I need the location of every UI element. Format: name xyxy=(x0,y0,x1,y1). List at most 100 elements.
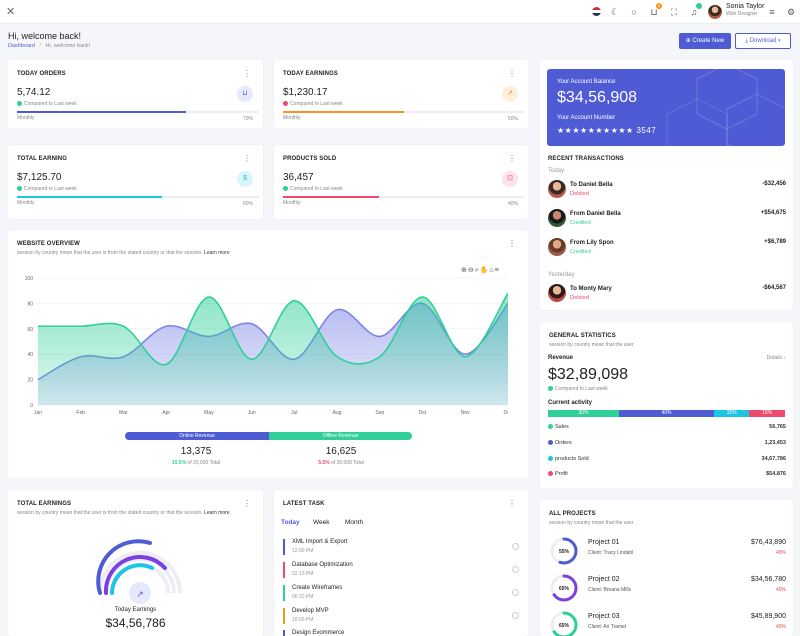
breadcrumb-current: Hi, welcome back! xyxy=(45,43,91,49)
user-avatar[interactable] xyxy=(708,5,722,19)
task-item[interactable]: XML Import & Export 12:00 PM xyxy=(283,538,519,560)
stat-percent: 70% xyxy=(242,116,253,122)
project-name: Project 03 xyxy=(588,613,620,620)
stat-value: $7,125.70 xyxy=(17,172,62,183)
page-title: Hi, welcome back! xyxy=(8,31,82,41)
bell-badge xyxy=(696,3,702,9)
project-pct: 40% xyxy=(775,550,786,556)
x-tick-label: Aug xyxy=(333,410,342,416)
task-checkbox[interactable] xyxy=(512,612,519,619)
overview-subtitle-text: session by country mean that the user is… xyxy=(17,250,203,256)
bullet-icon xyxy=(548,424,553,429)
transaction-row[interactable]: To Monty Mary Debited -$64,567 xyxy=(548,284,786,304)
more-icon[interactable]: ⋮ xyxy=(243,499,251,508)
more-icon[interactable]: ⋮ xyxy=(243,154,251,163)
project-amount: $45,89,900 xyxy=(750,613,786,620)
details-link[interactable]: Details › xyxy=(767,355,785,361)
stat-row-profit: Profit $54,876 xyxy=(548,471,786,481)
project-client: Client: Ari Tramel xyxy=(588,624,627,630)
project-progress-ring: 55% xyxy=(550,537,578,565)
more-icon[interactable]: ⋮ xyxy=(508,69,516,78)
balance-value: $34,56,908 xyxy=(557,89,638,106)
download-button[interactable]: ⤓ Download ▾ xyxy=(735,33,791,49)
fullscreen-icon[interactable]: ⛶ xyxy=(670,7,678,17)
gear-icon[interactable]: ⚙ xyxy=(786,7,796,17)
series-line xyxy=(38,292,508,366)
task-item[interactable]: Create Wireframes 06:20 PM xyxy=(283,584,519,606)
caret-down-icon: ▾ xyxy=(776,38,781,44)
task-name: Develop MVP xyxy=(292,608,329,614)
menu-icon[interactable]: ≡ xyxy=(769,7,775,17)
x-tick-label: Dec xyxy=(504,410,508,416)
offline-revenue-value: 16,625 xyxy=(325,446,357,457)
transaction-name: To Monty Mary xyxy=(570,286,612,292)
stat-row-label: Profit xyxy=(555,471,568,477)
series-area xyxy=(38,293,508,405)
cart-icon[interactable]: ⊔ 3 xyxy=(650,3,662,17)
cart-icon: ⊔ xyxy=(237,86,253,102)
task-color-bar xyxy=(283,539,285,555)
task-time: 02:13 PM xyxy=(292,571,314,577)
learn-more-link[interactable]: Learn more xyxy=(204,250,230,256)
zoom-out-icon[interactable]: ⊖ xyxy=(467,267,475,274)
create-new-button[interactable]: ⊕ Create New xyxy=(679,33,731,49)
revenue-value: $32,89,098 xyxy=(548,366,629,383)
task-item[interactable]: Design Evommerce xyxy=(283,629,519,636)
stat-card-products-sold: PRODUCTS SOLD ⋮ 36,457 Compared to Last … xyxy=(274,145,528,219)
home-icon[interactable]: ⌂ xyxy=(489,267,495,274)
transaction-row[interactable]: To Daniel Bella Debited -$32,456 xyxy=(548,180,786,200)
bullet-icon xyxy=(548,456,553,461)
stat-progress xyxy=(17,196,259,198)
moon-icon[interactable]: ☾ xyxy=(610,7,620,17)
more-icon[interactable]: ⋮ xyxy=(508,499,516,508)
arrow-up-icon xyxy=(17,101,22,106)
more-icon[interactable]: ⋮ xyxy=(508,239,516,248)
transaction-row[interactable]: From Daniel Bella Credited +$54,675 xyxy=(548,209,786,229)
tab-today[interactable]: Today xyxy=(281,519,300,526)
project-row[interactable]: 55% Project 01 Client: Tracy Lindahl $76… xyxy=(548,535,786,567)
transaction-row[interactable]: From Lily Spon Credited +$6,789 xyxy=(548,238,786,258)
transaction-name: From Lily Spon xyxy=(570,240,614,246)
more-icon[interactable]: ⋮ xyxy=(243,69,251,78)
close-icon[interactable]: ✕ xyxy=(6,6,16,18)
task-name: Design Evommerce xyxy=(292,630,345,636)
task-checkbox[interactable] xyxy=(512,566,519,573)
stat-progress xyxy=(17,111,259,113)
search-icon[interactable]: ○ xyxy=(631,7,637,17)
projects-title: ALL PROJECTS xyxy=(549,511,596,517)
project-row[interactable]: 65% Project 02 Client: Breana Mills $34,… xyxy=(548,572,786,604)
more-icon[interactable]: ⋮ xyxy=(508,154,516,163)
tab-month[interactable]: Month xyxy=(345,519,364,526)
activity-segment: 15% xyxy=(713,410,750,417)
tab-week[interactable]: Week xyxy=(313,519,330,526)
breadcrumb-separator: / xyxy=(39,43,41,49)
avatar xyxy=(548,284,566,302)
download-label: Download xyxy=(749,38,777,44)
zoom-in-icon[interactable]: ⊕ xyxy=(461,267,468,274)
stat-compare-text: Compared to Last week xyxy=(24,186,77,192)
task-item[interactable]: Develop MVP 10:00 PM xyxy=(283,607,519,629)
activity-label: Current activity xyxy=(548,400,593,406)
stat-progress-fill xyxy=(17,196,163,198)
user-name[interactable]: Sonia Taylor xyxy=(726,3,765,10)
all-projects-card: ALL PROJECTS session by country mean tha… xyxy=(540,500,793,636)
x-tick-label: Jul xyxy=(291,410,297,416)
task-item[interactable]: Database Optimization 02:13 PM xyxy=(283,561,519,583)
zoom-select-icon[interactable]: ⌕ xyxy=(474,267,480,274)
flag-us-icon[interactable] xyxy=(589,5,603,19)
task-checkbox[interactable] xyxy=(512,589,519,596)
arrow-up-icon xyxy=(17,186,22,191)
task-checkbox[interactable] xyxy=(512,543,519,550)
breadcrumb-dashboard[interactable]: Dashboard xyxy=(8,43,35,49)
top-bar: ✕ ☾ ○ ⊔ 3 ⛶ ♫ ≡ ⚙ Sonia Taylor Web Design… xyxy=(0,0,800,24)
learn-more-link[interactable]: Learn more xyxy=(204,510,230,516)
menu-icon[interactable]: ≡ xyxy=(494,267,500,274)
bell-icon[interactable]: ♫ xyxy=(687,3,702,19)
create-new-label: Create New xyxy=(692,38,725,44)
stat-title: TODAY ORDERS xyxy=(17,71,66,77)
project-row[interactable]: 65% Project 03 Client: Ari Tramel $45,89… xyxy=(548,609,786,636)
pan-icon[interactable]: ✋ xyxy=(479,267,490,274)
stat-row-label: Orders xyxy=(555,440,572,446)
user-role: Web Designer xyxy=(726,11,758,17)
stat-title: TOTAL EARNING xyxy=(17,156,67,162)
